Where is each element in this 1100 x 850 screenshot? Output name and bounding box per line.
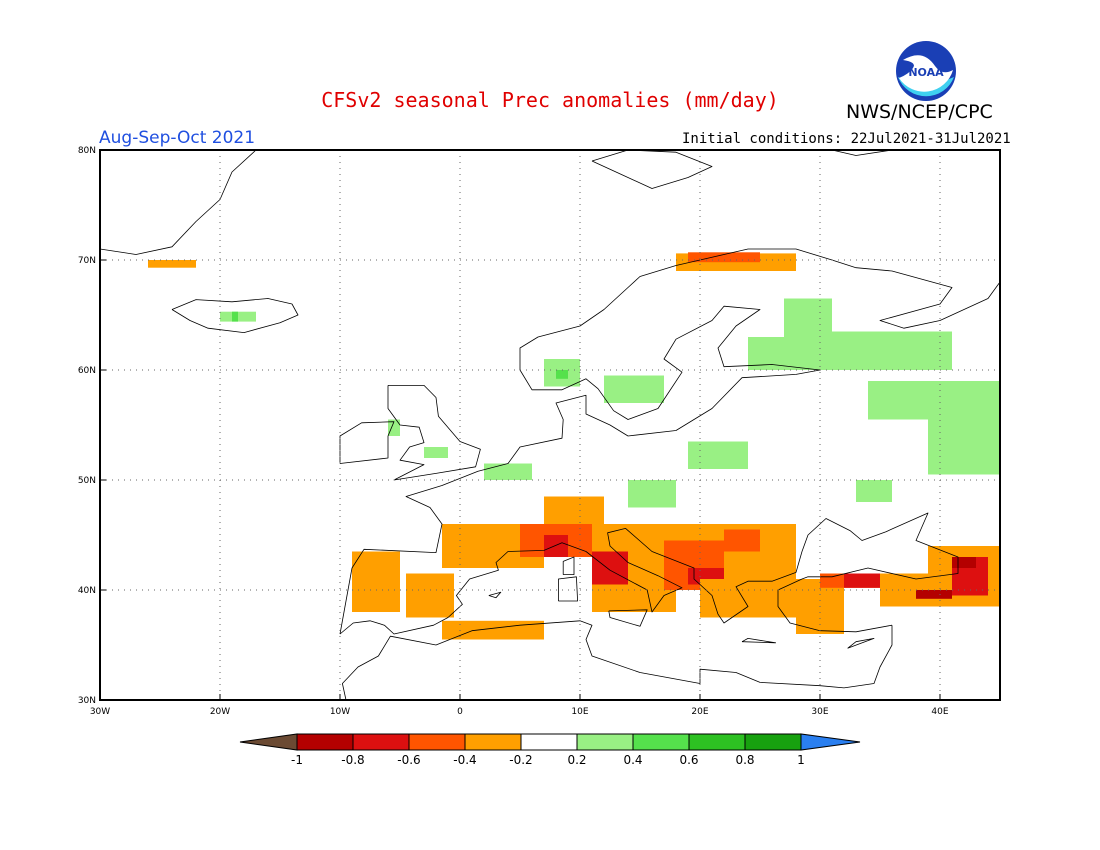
coastline-14 [99, 149, 257, 255]
coastline-6 [342, 620, 893, 701]
coastline-9 [562, 556, 575, 575]
lon-tick-label: 10W [330, 707, 350, 717]
coastline-2 [831, 259, 1001, 329]
chart-title: CFSv2 seasonal Prec anomalies (mm/day) [321, 88, 779, 112]
colorbar-segment [576, 733, 634, 751]
lon-tick-label: 20E [691, 707, 708, 717]
coastline-1 [519, 248, 833, 420]
colorbar-tick-label: 0.2 [567, 753, 586, 767]
lon-tick-label: 40E [931, 707, 948, 717]
colorbar-high-arrow [800, 733, 861, 751]
lon-tick-label: 30E [811, 707, 828, 717]
colorbar-low-arrow [239, 733, 298, 751]
map-gridlines [100, 150, 1000, 700]
anomaly-region-8 [748, 337, 832, 370]
noaa-logo-text: NOAA [908, 66, 944, 79]
colorbar-segment [408, 733, 466, 751]
coastline-5 [171, 298, 299, 333]
coastline-12 [847, 638, 875, 649]
forecast-period: Aug-Sep-Oct 2021 [99, 128, 256, 148]
lat-tick-label: 60N [78, 366, 96, 376]
coastline-10 [608, 609, 648, 627]
coastline-8 [558, 576, 578, 602]
coastline-11 [741, 638, 776, 644]
lon-tick-label: 0 [457, 707, 463, 717]
colorbar-tick-label: 0.8 [735, 753, 754, 767]
lat-tick-label: 70N [78, 256, 96, 266]
colorbar-segment [632, 733, 690, 751]
lon-tick-label: 10E [571, 707, 588, 717]
colorbar-tick-label: 0.4 [623, 753, 642, 767]
anomaly-region-18 [856, 480, 892, 502]
colorbar-segment [464, 733, 522, 751]
anomaly-region-39 [916, 590, 952, 599]
anomaly-region-35 [844, 573, 880, 588]
anomaly-region-10 [832, 331, 952, 370]
latitude-labels: 30N 40N 50N 60N 70N 80N [78, 146, 106, 706]
lat-tick-label: 50N [78, 476, 96, 486]
coastline-13 [488, 591, 502, 599]
coastline-7 [339, 512, 959, 635]
colorbar-tick-label: 1 [797, 753, 805, 767]
anomaly-region-7 [604, 375, 664, 403]
coastline-16 [831, 149, 893, 156]
colorbar-segment [352, 733, 410, 751]
colorbar-tick-label: 0.6 [679, 753, 698, 767]
anomaly-region-31 [700, 579, 796, 618]
colorbar-tick-label: -0.4 [453, 753, 476, 767]
anomaly-region-19 [352, 551, 400, 612]
lat-tick-label: 40N [78, 586, 96, 596]
anomaly-region-40 [952, 557, 976, 568]
colorbar-tick-label: -0.2 [509, 753, 532, 767]
anomaly-region-4 [232, 311, 238, 322]
colorbar-tick-label: -0.8 [341, 753, 364, 767]
coastline-4 [339, 421, 395, 464]
anomaly-region-2 [688, 252, 760, 263]
anomaly-region-14 [628, 480, 676, 508]
initial-conditions: Initial conditions: 22Jul2021-31Jul2021 [682, 131, 1011, 147]
anomaly-region-0 [148, 260, 196, 268]
lat-tick-label: 30N [78, 696, 96, 706]
anomaly-region-6 [556, 370, 568, 379]
anomaly-region-25 [544, 535, 568, 557]
anomaly-region-9 [784, 298, 832, 337]
noaa-logo: NOAA [896, 41, 956, 101]
agency-label: NWS/NCEP/CPC [846, 101, 993, 123]
anomaly-region-12 [928, 419, 1000, 475]
anomaly-region-21 [406, 573, 454, 618]
colorbar-segment [520, 733, 578, 751]
anomaly-region-17 [388, 419, 400, 436]
colorbar: -1 -0.8 -0.6 -0.4 -0.2 0.2 0.4 0.6 0.8 1 [239, 733, 861, 767]
colorbar-segment [296, 733, 354, 751]
anomaly-region-15 [484, 463, 532, 480]
lat-tick-label: 80N [78, 146, 96, 156]
anomaly-region-11 [868, 381, 1000, 420]
colorbar-tick-label: -0.6 [397, 753, 420, 767]
lon-tick-label: 30W [90, 707, 110, 717]
colorbar-segment [688, 733, 746, 751]
lon-tick-label: 20W [210, 707, 230, 717]
colorbar-tick-label: -1 [291, 753, 303, 767]
anomaly-region-16 [424, 447, 448, 458]
colorbar-segment [744, 733, 802, 751]
coastline-0 [339, 369, 821, 635]
longitude-labels: 30W 20W 10W 0 10E 20E 30E 40E [90, 694, 949, 717]
map-frame [99, 149, 1001, 701]
anomaly-region-32 [724, 529, 760, 552]
anomaly-region-13 [688, 441, 748, 469]
